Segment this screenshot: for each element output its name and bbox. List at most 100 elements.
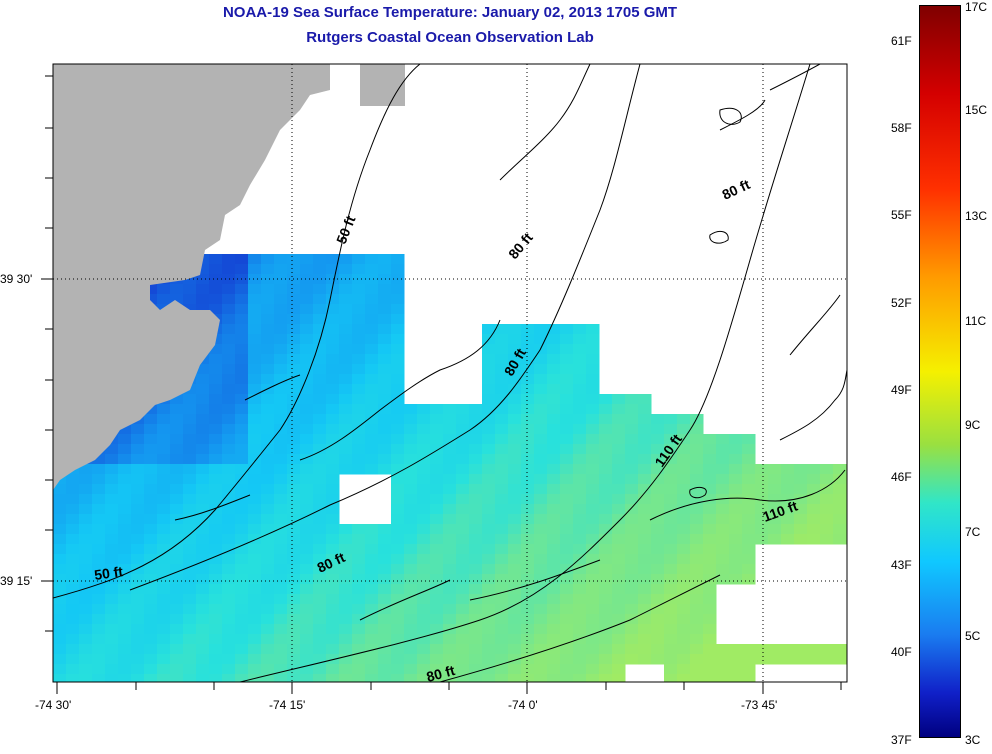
sst-cell <box>625 524 639 535</box>
sst-cell <box>326 624 340 635</box>
sst-cell <box>547 574 561 585</box>
sst-cell <box>443 654 457 665</box>
sst-cell <box>274 334 288 345</box>
sst-cell <box>677 544 691 555</box>
sst-cell <box>365 584 379 595</box>
sst-cell <box>131 474 145 485</box>
sst-cell <box>846 524 847 535</box>
sst-cell <box>547 504 561 515</box>
sst-cell <box>703 454 717 465</box>
sst-cell <box>144 544 158 555</box>
sst-cell <box>326 294 340 305</box>
sst-cell <box>235 364 249 375</box>
sst-cell <box>391 444 405 455</box>
sst-cell <box>560 494 574 505</box>
sst-cell <box>222 644 236 655</box>
sst-cell <box>352 674 366 682</box>
contour-label: 50 ft <box>93 563 124 583</box>
sst-cell <box>404 524 418 535</box>
sst-cell <box>352 254 366 265</box>
sst-cell <box>339 314 353 325</box>
sst-cell <box>378 314 392 325</box>
sst-cell <box>599 454 613 465</box>
sst-cell <box>235 594 249 605</box>
sst-cell <box>339 454 353 465</box>
sst-cell <box>183 654 197 665</box>
sst-cell <box>248 274 262 285</box>
sst-cell <box>222 634 236 645</box>
sst-cell <box>794 524 808 535</box>
sst-cell <box>729 464 743 475</box>
sst-cell <box>404 574 418 585</box>
sst-cell <box>625 584 639 595</box>
sst-cell <box>586 564 600 575</box>
sst-cell <box>534 424 548 435</box>
sst-cell <box>92 494 106 505</box>
sst-cell <box>287 584 301 595</box>
sst-cell <box>781 654 795 665</box>
sst-cell <box>339 604 353 615</box>
sst-cell <box>573 524 587 535</box>
sst-cell <box>300 314 314 325</box>
sst-cell <box>508 504 522 515</box>
sst-cell <box>547 634 561 645</box>
sst-cell <box>378 594 392 605</box>
sst-cell <box>235 324 249 335</box>
sst-cell <box>222 494 236 505</box>
sst-cell <box>794 474 808 485</box>
sst-cell <box>313 574 327 585</box>
sst-cell <box>313 624 327 635</box>
sst-cell <box>248 284 262 295</box>
sst-cell <box>703 574 717 585</box>
sst-cell <box>443 554 457 565</box>
sst-cell <box>768 484 782 495</box>
sst-cell <box>326 634 340 645</box>
sst-cell <box>755 514 769 525</box>
sst-cell <box>612 564 626 575</box>
sst-cell <box>66 654 80 665</box>
sst-cell <box>248 514 262 525</box>
sst-cell <box>183 404 197 415</box>
sst-cell <box>274 594 288 605</box>
sst-cell <box>820 534 834 545</box>
sst-cell <box>378 284 392 295</box>
sst-cell <box>742 444 756 455</box>
sst-cell <box>365 334 379 345</box>
sst-cell <box>638 484 652 495</box>
sst-cell <box>365 394 379 405</box>
sst-cell <box>326 564 340 575</box>
sst-cell <box>625 504 639 515</box>
sst-cell <box>703 614 717 625</box>
sst-cell <box>66 474 80 485</box>
sst-cell <box>573 354 587 365</box>
sst-cell <box>209 344 223 355</box>
sst-cell <box>560 434 574 445</box>
sst-cell <box>339 414 353 425</box>
sst-cell <box>547 594 561 605</box>
sst-cell <box>651 494 665 505</box>
sst-cell <box>833 464 847 475</box>
sst-cell <box>248 304 262 315</box>
sst-cell <box>53 584 67 595</box>
sst-cell <box>391 574 405 585</box>
sst-cell <box>131 464 145 475</box>
sst-cell <box>651 634 665 645</box>
sst-cell <box>105 454 119 465</box>
sst-cell <box>170 644 184 655</box>
sst-cell <box>521 384 535 395</box>
sst-cell <box>248 384 262 395</box>
sst-cell <box>677 464 691 475</box>
sst-cell <box>573 424 587 435</box>
sst-cell <box>547 524 561 535</box>
sst-cell <box>144 624 158 635</box>
sst-cell <box>495 454 509 465</box>
sst-cell <box>287 484 301 495</box>
sst-cell <box>456 644 470 655</box>
sst-cell <box>300 294 314 305</box>
sst-cell <box>534 484 548 495</box>
sst-cell <box>196 524 210 535</box>
sst-cell <box>430 434 444 445</box>
sst-cell <box>196 664 210 675</box>
sst-cell <box>339 404 353 415</box>
sst-cell <box>170 444 184 455</box>
